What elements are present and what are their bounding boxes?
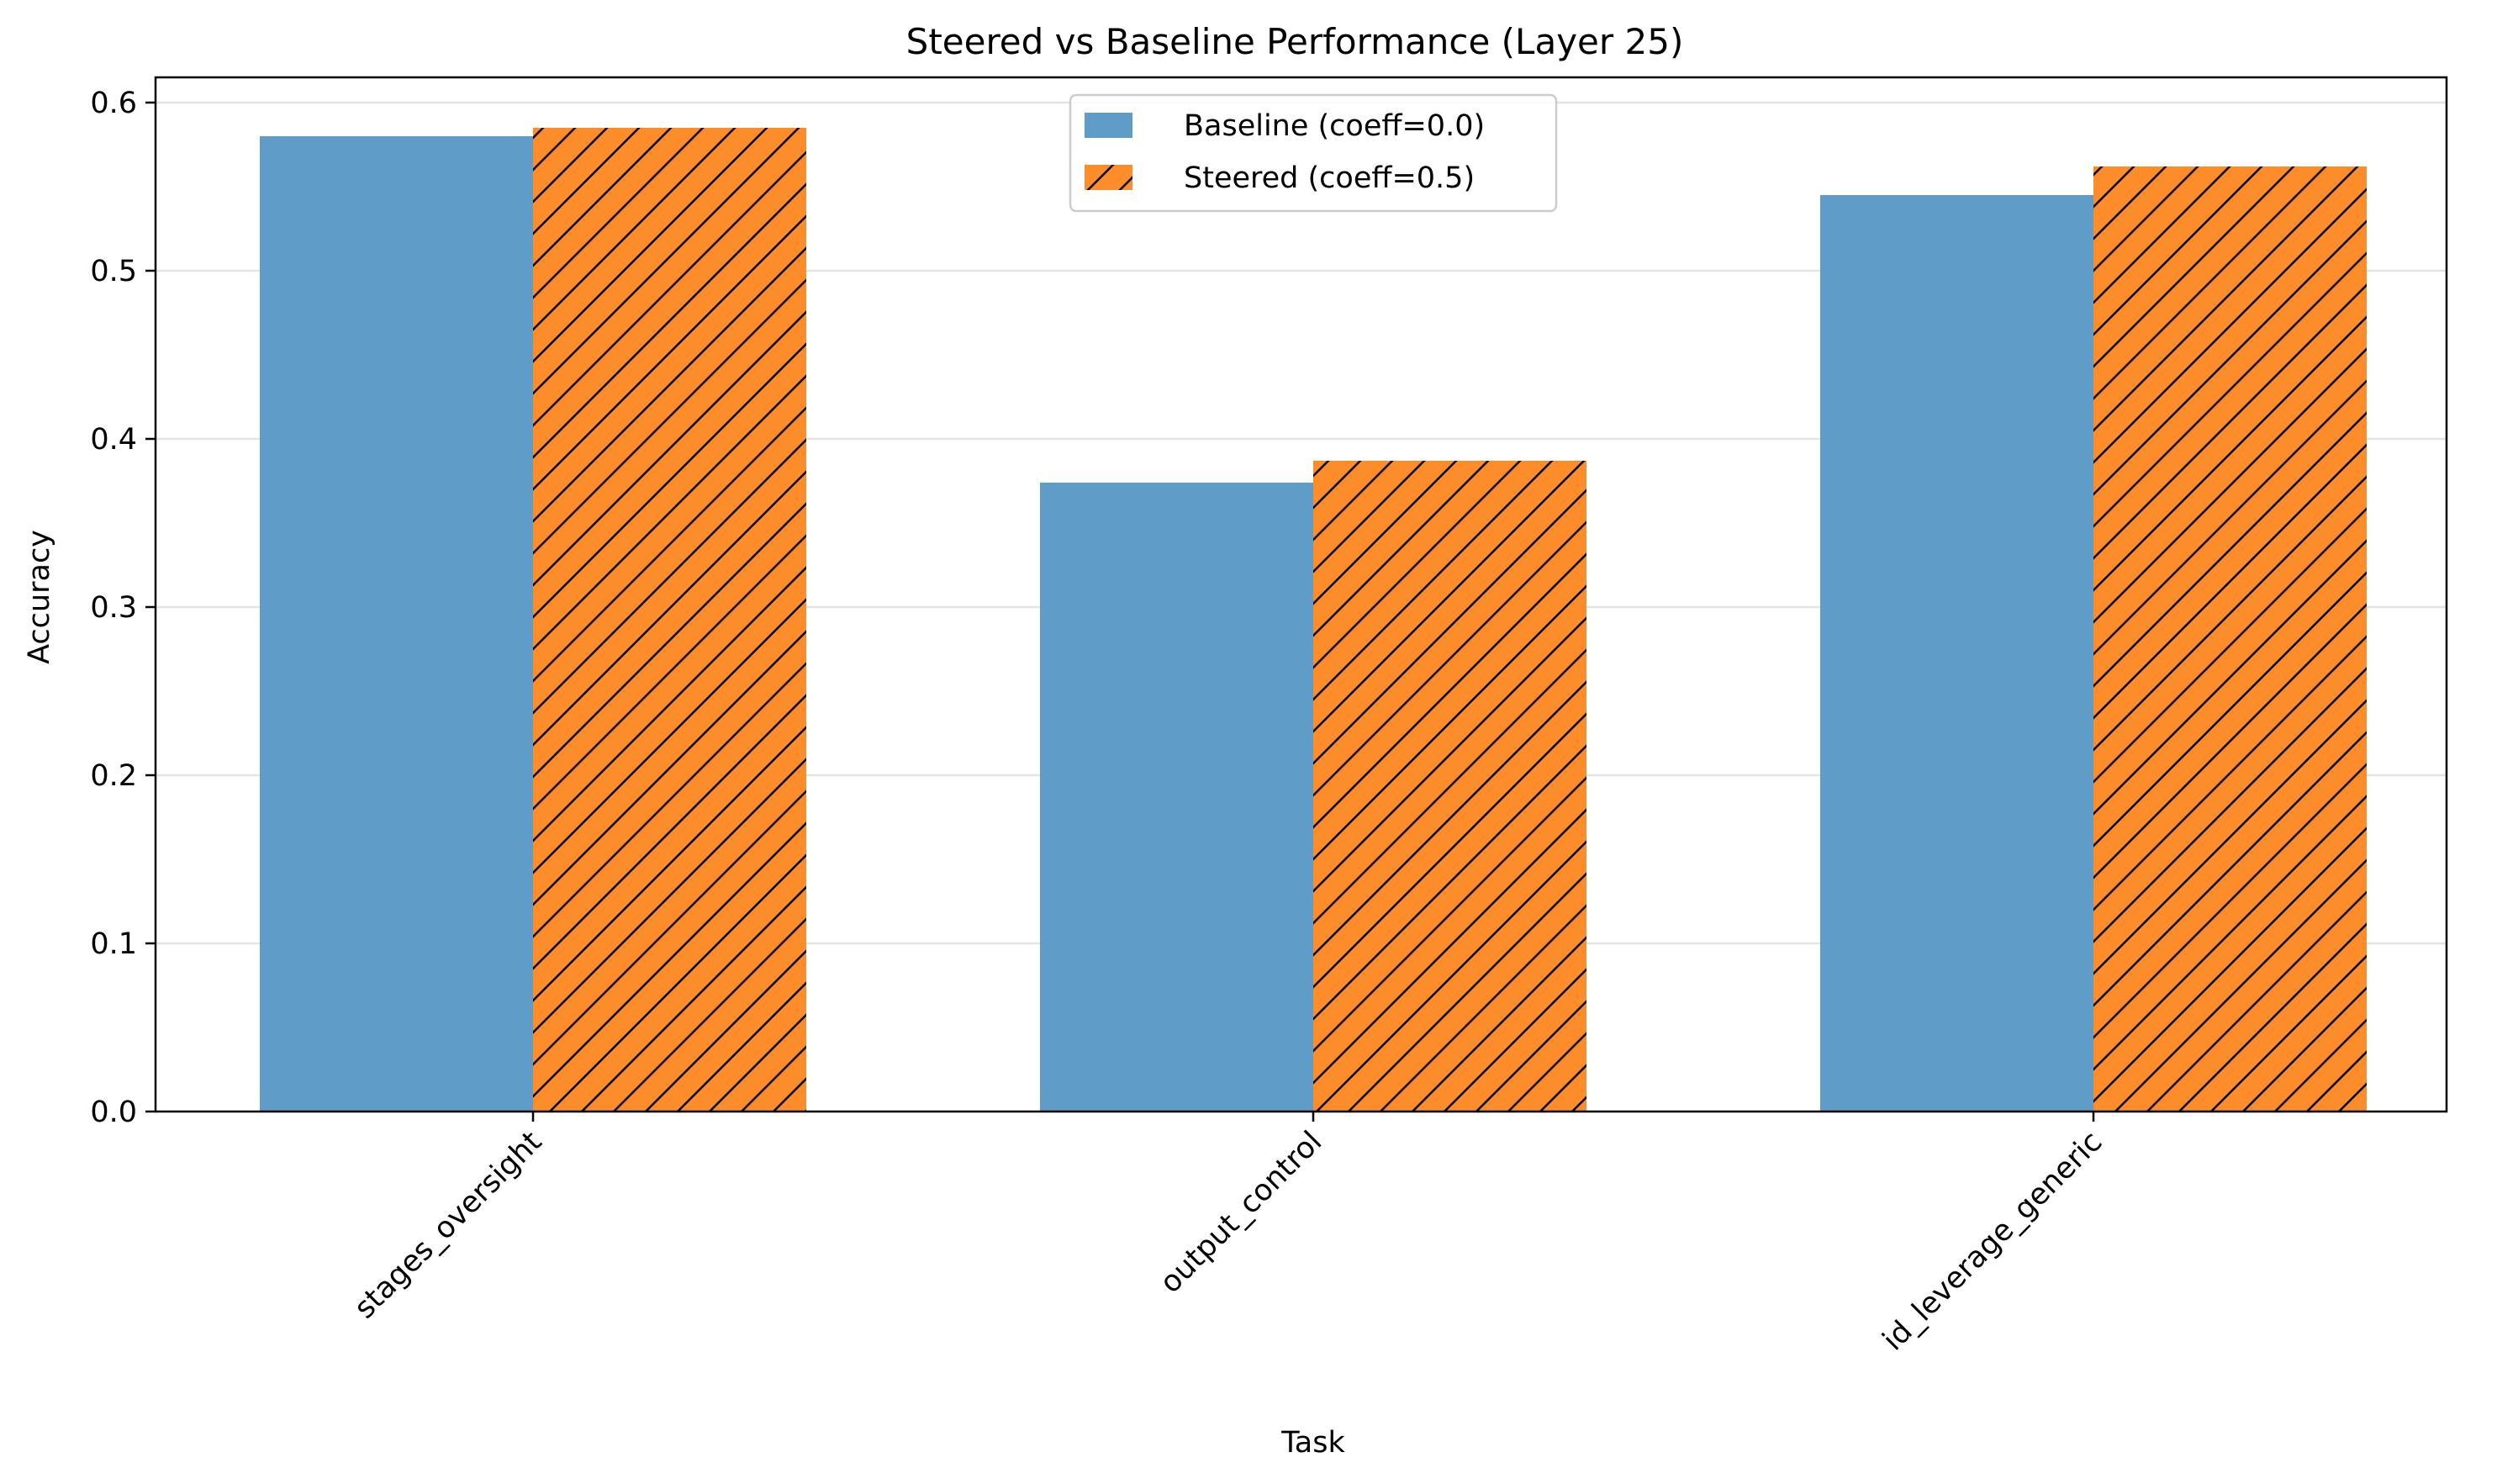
y-tick-label: 0.6	[90, 87, 137, 120]
bar-hatch-stages_oversight	[533, 128, 806, 1112]
legend: Baseline (coeff=0.0) Steered (coeff=0.5)	[1069, 93, 1558, 213]
y-tick-label: 0.5	[90, 255, 137, 288]
bar-baseline-id_leverage_generic	[1820, 195, 2093, 1112]
legend-swatch-baseline	[1085, 113, 1132, 138]
x-axis-label: Task	[1280, 1426, 1345, 1460]
legend-frame	[1069, 93, 1558, 213]
y-tick-label: 0.1	[90, 927, 137, 961]
y-tick-label: 0.2	[90, 759, 137, 793]
y-tick-label: 0.3	[90, 591, 137, 625]
x-axis-ticks: stages_oversight output_control id_leverag…	[348, 1112, 2109, 1357]
y-axis-label: Accuracy	[23, 530, 56, 664]
bar-hatch-id_leverage_generic	[2093, 166, 2367, 1112]
bar-baseline-output_control	[1040, 483, 1313, 1112]
x-tick-label: output_control	[1153, 1125, 1328, 1300]
chart-title: Steered vs Baseline Performance (Layer 2…	[906, 21, 1684, 62]
x-tick-label: stages_oversight	[348, 1125, 548, 1325]
legend-label-steered: Steered (coeff=0.5)	[1184, 161, 1475, 195]
y-tick-label: 0.4	[90, 423, 137, 457]
legend-label-baseline: Baseline (coeff=0.0)	[1184, 109, 1485, 143]
plot-frame	[154, 76, 2448, 1113]
bars	[260, 128, 2367, 1112]
y-tick-label: 0.0	[90, 1096, 137, 1129]
bar-baseline-stages_oversight	[260, 136, 533, 1112]
legend-swatch-steered-hatch	[1085, 165, 1132, 190]
x-tick-label: id_leverage_generic	[1877, 1125, 2109, 1357]
y-axis-ticks: 0.0 0.1 0.2 0.3 0.4 0.5 0.6	[90, 87, 156, 1129]
bar-hatch-output_control	[1313, 461, 1586, 1112]
